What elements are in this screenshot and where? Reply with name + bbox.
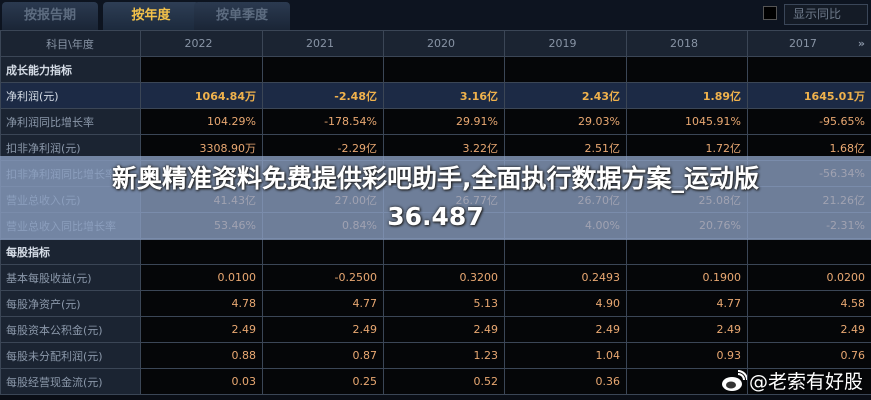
column-header: 科目\年度 [0, 30, 141, 57]
table-cell: 0.3200 [383, 264, 505, 291]
table-cell: 0.25 [262, 368, 384, 395]
table-cell: 2.49 [383, 316, 505, 343]
table-cell: 5.13 [383, 290, 505, 317]
row-label: 净利润(元) [0, 82, 141, 109]
tab-by-year[interactable]: 按年度 [103, 2, 199, 30]
overlay-title-line2: 36.487 [387, 202, 484, 231]
column-header[interactable]: 2019 [504, 30, 627, 57]
row-label: 基本每股收益(元) [0, 264, 141, 291]
table-cell: 1.23 [383, 342, 505, 369]
table-cell: 2.49 [626, 316, 748, 343]
table-cell [626, 56, 748, 83]
column-header[interactable]: 2022 [140, 30, 263, 57]
column-header[interactable]: 2020 [383, 30, 505, 57]
row-label: 每股资本公积金(元) [0, 316, 141, 343]
table-cell: 1045.91% [626, 108, 748, 135]
table-cell [140, 56, 263, 83]
table-cell: 0.76 [747, 342, 871, 369]
table-cell: 0.93 [626, 342, 748, 369]
table-cell: 1064.84万 [140, 82, 263, 109]
table-cell [747, 368, 871, 395]
table-cell: 1.89亿 [626, 82, 748, 109]
table-cell: 1.04 [504, 342, 627, 369]
overlay-title-line1: 新奥精准资料免费提供彩吧助手,全面执行数据方案_运动版 [112, 164, 759, 193]
table-cell: 0.88 [140, 342, 263, 369]
table-cell: 4.77 [626, 290, 748, 317]
table-row[interactable]: 每股指标 [0, 238, 871, 265]
table-cell: 104.29% [140, 108, 263, 135]
row-label: 每股经营现金流(元) [0, 368, 141, 395]
table-cell: 0.2493 [504, 264, 627, 291]
row-label: 成长能力指标 [0, 56, 141, 83]
table-cell [626, 238, 748, 265]
watermark-text: @老索有好股 [748, 371, 863, 393]
overlay-title: 新奥精准资料免费提供彩吧助手,全面执行数据方案_运动版 36.487 [0, 160, 871, 236]
table-cell: 4.58 [747, 290, 871, 317]
table-cell: 1645.01万 [747, 82, 871, 109]
row-label: 每股指标 [0, 238, 141, 265]
table-cell: 4.90 [504, 290, 627, 317]
row-label: 净利润同比增长率 [0, 108, 141, 135]
table-cell: 2.49 [262, 316, 384, 343]
table-cell: 0.52 [383, 368, 505, 395]
column-header[interactable]: 2021 [262, 30, 384, 57]
table-cell: 0.0100 [140, 264, 263, 291]
overlay-banner [0, 156, 871, 240]
row-label: 每股未分配利润(元) [0, 342, 141, 369]
row-label: 每股净资产(元) [0, 290, 141, 317]
table-cell: 0.1900 [626, 264, 748, 291]
table-cell [383, 56, 505, 83]
table-cell [262, 238, 384, 265]
table-cell: 2.43亿 [504, 82, 627, 109]
tab-by-report-period[interactable]: 按报告期 [2, 2, 98, 30]
tab-bar: 按报告期 按年度 按单季度 显示同比 [0, 0, 871, 30]
table-row[interactable]: 每股净资产(元) 4.78 4.77 5.13 4.90 4.77 4.58 [0, 290, 871, 317]
table-cell: -95.65% [747, 108, 871, 135]
table-cell: 0.36 [504, 368, 627, 395]
table-cell [626, 368, 748, 395]
table-cell: -0.2500 [262, 264, 384, 291]
table-row[interactable]: 净利润同比增长率 104.29% -178.54% 29.91% 29.03% 1045.… [0, 108, 871, 135]
table-cell: 2.49 [504, 316, 627, 343]
table-cell: 3.16亿 [383, 82, 505, 109]
table-cell [504, 56, 627, 83]
weibo-icon [721, 369, 747, 391]
table-row[interactable]: 基本每股收益(元) 0.0100 -0.2500 0.3200 0.2493 0.1900… [0, 264, 871, 291]
table-cell [504, 238, 627, 265]
table-cell: 0.0200 [747, 264, 871, 291]
table-cell: 4.78 [140, 290, 263, 317]
tab-by-quarter[interactable]: 按单季度 [194, 2, 290, 30]
table-row[interactable]: 每股未分配利润(元) 0.88 0.87 1.23 1.04 0.93 0.76 [0, 342, 871, 369]
watermark: @老索有好股 [721, 367, 863, 394]
more-columns-icon[interactable]: » [857, 37, 865, 50]
table-cell [140, 238, 263, 265]
table-cell [262, 56, 384, 83]
table-cell [747, 238, 871, 265]
yoy-toggle-button[interactable]: 显示同比 [784, 4, 868, 25]
table-cell: 0.03 [140, 368, 263, 395]
table-cell: 2.49 [747, 316, 871, 343]
table-row[interactable]: 每股经营现金流(元) 0.03 0.25 0.52 0.36 [0, 368, 871, 395]
table-cell: -178.54% [262, 108, 384, 135]
header-row: 科目\年度 2022 2021 2020 2019 2018 2017» [0, 30, 871, 57]
table-cell: 29.91% [383, 108, 505, 135]
table-cell: 2.49 [140, 316, 263, 343]
column-header[interactable]: 2017» [747, 30, 871, 57]
table-cell: 0.87 [262, 342, 384, 369]
table-row[interactable]: 净利润(元) 1064.84万 -2.48亿 3.16亿 2.43亿 1.89亿 1645.… [0, 82, 871, 109]
table-cell: -2.48亿 [262, 82, 384, 109]
table-cell [383, 238, 505, 265]
table-cell: 4.77 [262, 290, 384, 317]
table-row[interactable]: 成长能力指标 [0, 56, 871, 83]
table-row[interactable]: 每股资本公积金(元) 2.49 2.49 2.49 2.49 2.49 2.49 [0, 316, 871, 343]
yoy-checkbox[interactable] [763, 6, 777, 20]
table-cell: 29.03% [504, 108, 627, 135]
table-cell [747, 56, 871, 83]
column-header[interactable]: 2018 [626, 30, 748, 57]
